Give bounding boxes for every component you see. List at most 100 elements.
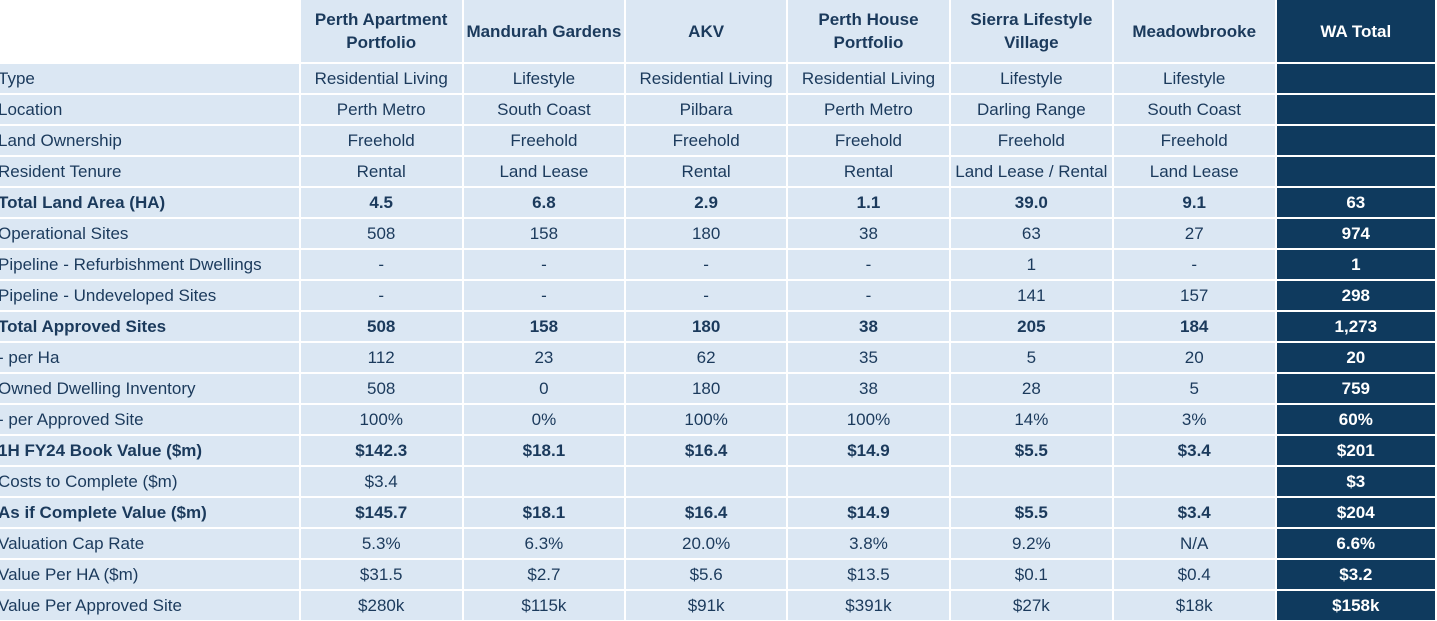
table-cell: 23 (461, 341, 626, 373)
table-cell: 35 (786, 341, 950, 373)
row-label: Type (0, 62, 300, 94)
table-cell: Rental (624, 155, 788, 187)
row-label: Valuation Cap Rate (0, 527, 300, 559)
table-cell: 14% (948, 403, 1113, 435)
total-cell (1274, 124, 1435, 156)
table-cell: Freehold (461, 124, 626, 156)
table-row: - per Ha 112 23 62 35 5 20 20 (0, 341, 1435, 373)
table-cell: $27k (948, 589, 1113, 620)
total-cell (1274, 93, 1435, 125)
table-cell (461, 465, 626, 497)
table-cell: 6.8 (461, 186, 626, 218)
total-cell: 20 (1274, 341, 1435, 373)
column-header: Sierra Lifestyle Village (948, 0, 1113, 63)
table-cell: Freehold (624, 124, 788, 156)
total-cell: $3 (1274, 465, 1435, 497)
table-cell: 9.1 (1111, 186, 1276, 218)
row-label: Resident Tenure (0, 155, 300, 187)
table-cell: $5.5 (948, 496, 1113, 528)
table-cell: Lifestyle (461, 62, 626, 94)
table-cell: 180 (624, 217, 788, 249)
table-cell: 508 (298, 217, 463, 249)
table-cell: 158 (461, 217, 626, 249)
table-cell: 28 (948, 372, 1113, 404)
table-cell: $3.4 (1111, 434, 1276, 466)
total-cell (1274, 62, 1435, 94)
table-cell: Perth Metro (786, 93, 950, 125)
total-cell: 6.6% (1274, 527, 1435, 559)
table-row: Land Ownership Freehold Freehold Freehold Fr… (0, 124, 1435, 156)
total-cell: 63 (1274, 186, 1435, 218)
table-cell (1111, 465, 1276, 497)
column-header: AKV (624, 0, 788, 63)
table-body: Type Residential Living Lifestyle Residenti… (0, 62, 1435, 620)
table-cell: Land Lease / Rental (948, 155, 1113, 187)
total-cell: 1 (1274, 248, 1435, 280)
table-row: As if Complete Value ($m) $145.7 $18.1 $16.… (0, 496, 1435, 528)
row-label: Costs to Complete ($m) (0, 465, 300, 497)
table-row: Location Perth Metro South Coast Pilbara Per… (0, 93, 1435, 125)
table-row: Valuation Cap Rate 5.3% 6.3% 20.0% 3.8% 9.2% N… (0, 527, 1435, 559)
row-label: Location (0, 93, 300, 125)
table-cell: Freehold (786, 124, 950, 156)
table-cell: 508 (298, 310, 463, 342)
total-cell: $201 (1274, 434, 1435, 466)
table-cell: $280k (298, 589, 463, 620)
table-cell: $2.7 (461, 558, 626, 590)
table-cell: 184 (1111, 310, 1276, 342)
table-cell: $142.3 (298, 434, 463, 466)
column-header: Perth House Portfolio (786, 0, 950, 63)
table-row: Owned Dwelling Inventory 508 0 180 38 28 5 759 (0, 372, 1435, 404)
total-column-header: WA Total (1274, 0, 1435, 63)
table-cell: $3.4 (298, 465, 463, 497)
table-cell: Rental (298, 155, 463, 187)
table-cell: 1.1 (786, 186, 950, 218)
table-row: Pipeline - Refurbishment Dwellings - - - -1-… (0, 248, 1435, 280)
table-cell: Rental (786, 155, 950, 187)
table-cell (786, 465, 950, 497)
table-cell: $145.7 (298, 496, 463, 528)
header-row: Perth Apartment Portfolio Mandurah Garde… (0, 0, 1435, 63)
table-cell: $3.4 (1111, 496, 1276, 528)
table-cell: 20 (1111, 341, 1276, 373)
table-cell: 100% (786, 403, 950, 435)
column-header: Meadowbrooke (1111, 0, 1276, 63)
table-row: Costs to Complete ($m) $3.4 $3 (0, 465, 1435, 497)
table-cell: 158 (461, 310, 626, 342)
table-cell: 0 (461, 372, 626, 404)
table-cell: $5.6 (624, 558, 788, 590)
table-cell: 38 (786, 217, 950, 249)
table-row: 1H FY24 Book Value ($m) $142.3 $18.1 $16.4 $… (0, 434, 1435, 466)
row-label: 1H FY24 Book Value ($m) (0, 434, 300, 466)
row-label: Land Ownership (0, 124, 300, 156)
table-cell: 20.0% (624, 527, 788, 559)
total-cell: $204 (1274, 496, 1435, 528)
table-cell: 4.5 (298, 186, 463, 218)
row-label: Operational Sites (0, 217, 300, 249)
table-cell: - (298, 248, 463, 280)
table-cell: - (461, 248, 626, 280)
table-cell: 180 (624, 310, 788, 342)
row-label: Owned Dwelling Inventory (0, 372, 300, 404)
table-cell: Darling Range (948, 93, 1113, 125)
table-row: Value Per Approved Site $280k $115k $91k $39… (0, 589, 1435, 620)
table-cell: $13.5 (786, 558, 950, 590)
table-cell: - (786, 279, 950, 311)
table-cell: $0.4 (1111, 558, 1276, 590)
row-label: Pipeline - Undeveloped Sites (0, 279, 300, 311)
table-cell: - (624, 279, 788, 311)
table-cell: $14.9 (786, 434, 950, 466)
table-cell: $16.4 (624, 496, 788, 528)
table-cell: 63 (948, 217, 1113, 249)
total-cell: 759 (1274, 372, 1435, 404)
row-label: - per Ha (0, 341, 300, 373)
table-cell: Lifestyle (1111, 62, 1276, 94)
total-cell: 974 (1274, 217, 1435, 249)
total-cell: 1,273 (1274, 310, 1435, 342)
table-cell (948, 465, 1113, 497)
table-cell: Land Lease (461, 155, 626, 187)
table-cell: 205 (948, 310, 1113, 342)
table-cell: Pilbara (624, 93, 788, 125)
table-cell: $0.1 (948, 558, 1113, 590)
